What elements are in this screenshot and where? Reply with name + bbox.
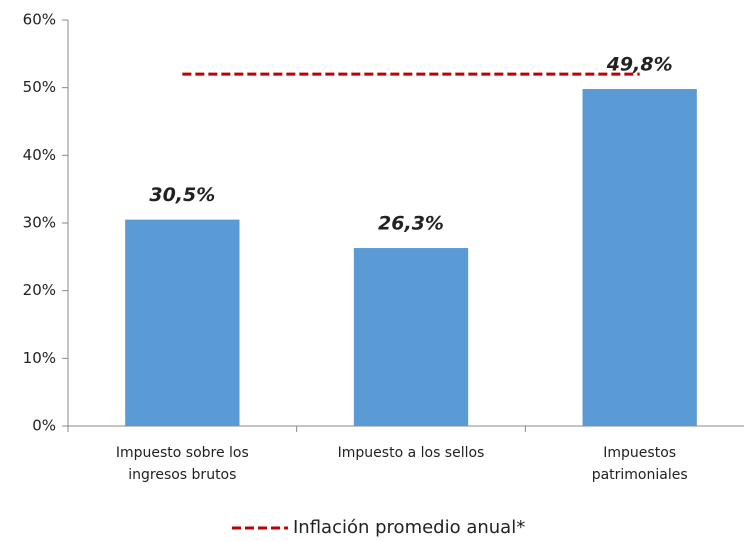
x-tick-label: Impuestos patrimoniales bbox=[592, 445, 688, 483]
bar bbox=[353, 248, 469, 426]
x-tick-label: Impuesto sobre los ingresos brutos bbox=[116, 445, 249, 483]
y-tick-label: 30% bbox=[23, 214, 56, 232]
legend-label: Inflación promedio anual* bbox=[293, 517, 525, 538]
y-tick-label: 50% bbox=[23, 78, 56, 96]
x-tick-label: Impuesto a los sellos bbox=[338, 445, 485, 461]
bar bbox=[582, 89, 697, 427]
y-tick-label: 20% bbox=[23, 281, 56, 299]
value-label: 49,8% bbox=[606, 54, 673, 76]
value-label: 26,3% bbox=[378, 213, 444, 235]
y-tick-label: 40% bbox=[23, 146, 56, 164]
y-tick-label: 0% bbox=[32, 417, 56, 435]
y-tick-label: 60% bbox=[23, 11, 56, 29]
y-tick-label: 10% bbox=[23, 349, 56, 367]
value-label: 30,5% bbox=[149, 184, 215, 206]
bar bbox=[125, 219, 240, 426]
